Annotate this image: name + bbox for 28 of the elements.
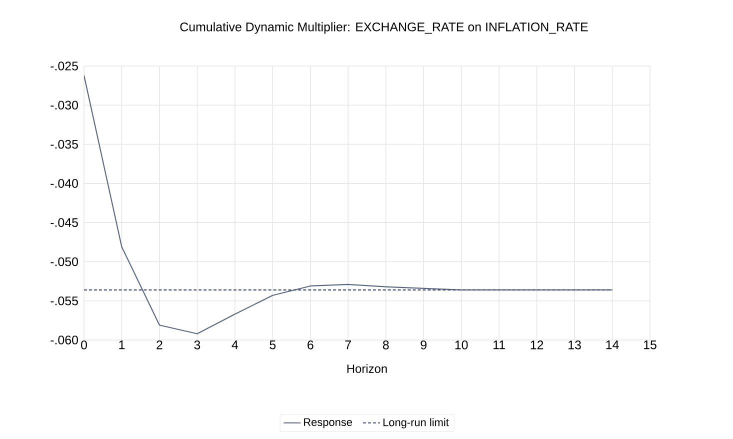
- x-tick-label: 5: [270, 340, 276, 350]
- chart-title: Cumulative Dynamic Multiplier: EXCHANGE_RATE on INFLATION_RATE: [180, 22, 588, 34]
- y-tick-label: -.025: [50, 62, 78, 70]
- legend-label: Long-run limit: [383, 418, 449, 428]
- y-tick-label: -.055: [50, 296, 78, 306]
- x-tick-label: 0: [81, 340, 87, 350]
- y-tick-label: -.030: [50, 100, 78, 110]
- x-tick-label: 7: [345, 340, 351, 350]
- x-tick-label: 4: [232, 340, 238, 350]
- x-tick-label: 15: [644, 340, 656, 350]
- x-tick-label: 2: [156, 340, 162, 350]
- y-tick-label: -.045: [50, 218, 78, 227]
- y-tick-label: -.040: [50, 179, 78, 188]
- x-tick-label: 12: [530, 340, 544, 350]
- x-tick-label: 8: [382, 340, 389, 350]
- x-tick-label: 10: [455, 340, 468, 350]
- x-tick-label: 6: [308, 340, 314, 350]
- x-tick-label: 13: [568, 340, 581, 350]
- legend-label: Response: [304, 418, 352, 428]
- x-tick-label: 14: [606, 340, 619, 350]
- x-tick-label: 9: [420, 340, 426, 350]
- y-tick-label: -.050: [50, 257, 78, 266]
- y-tick-label: -.035: [50, 140, 78, 149]
- x-tick-label: 3: [194, 340, 200, 350]
- y-tick-label: -.060: [50, 336, 78, 344]
- x-tick-label: 11: [494, 340, 505, 350]
- x-tick-label: 1: [119, 340, 125, 350]
- x-axis-title: Horizon: [347, 364, 387, 373]
